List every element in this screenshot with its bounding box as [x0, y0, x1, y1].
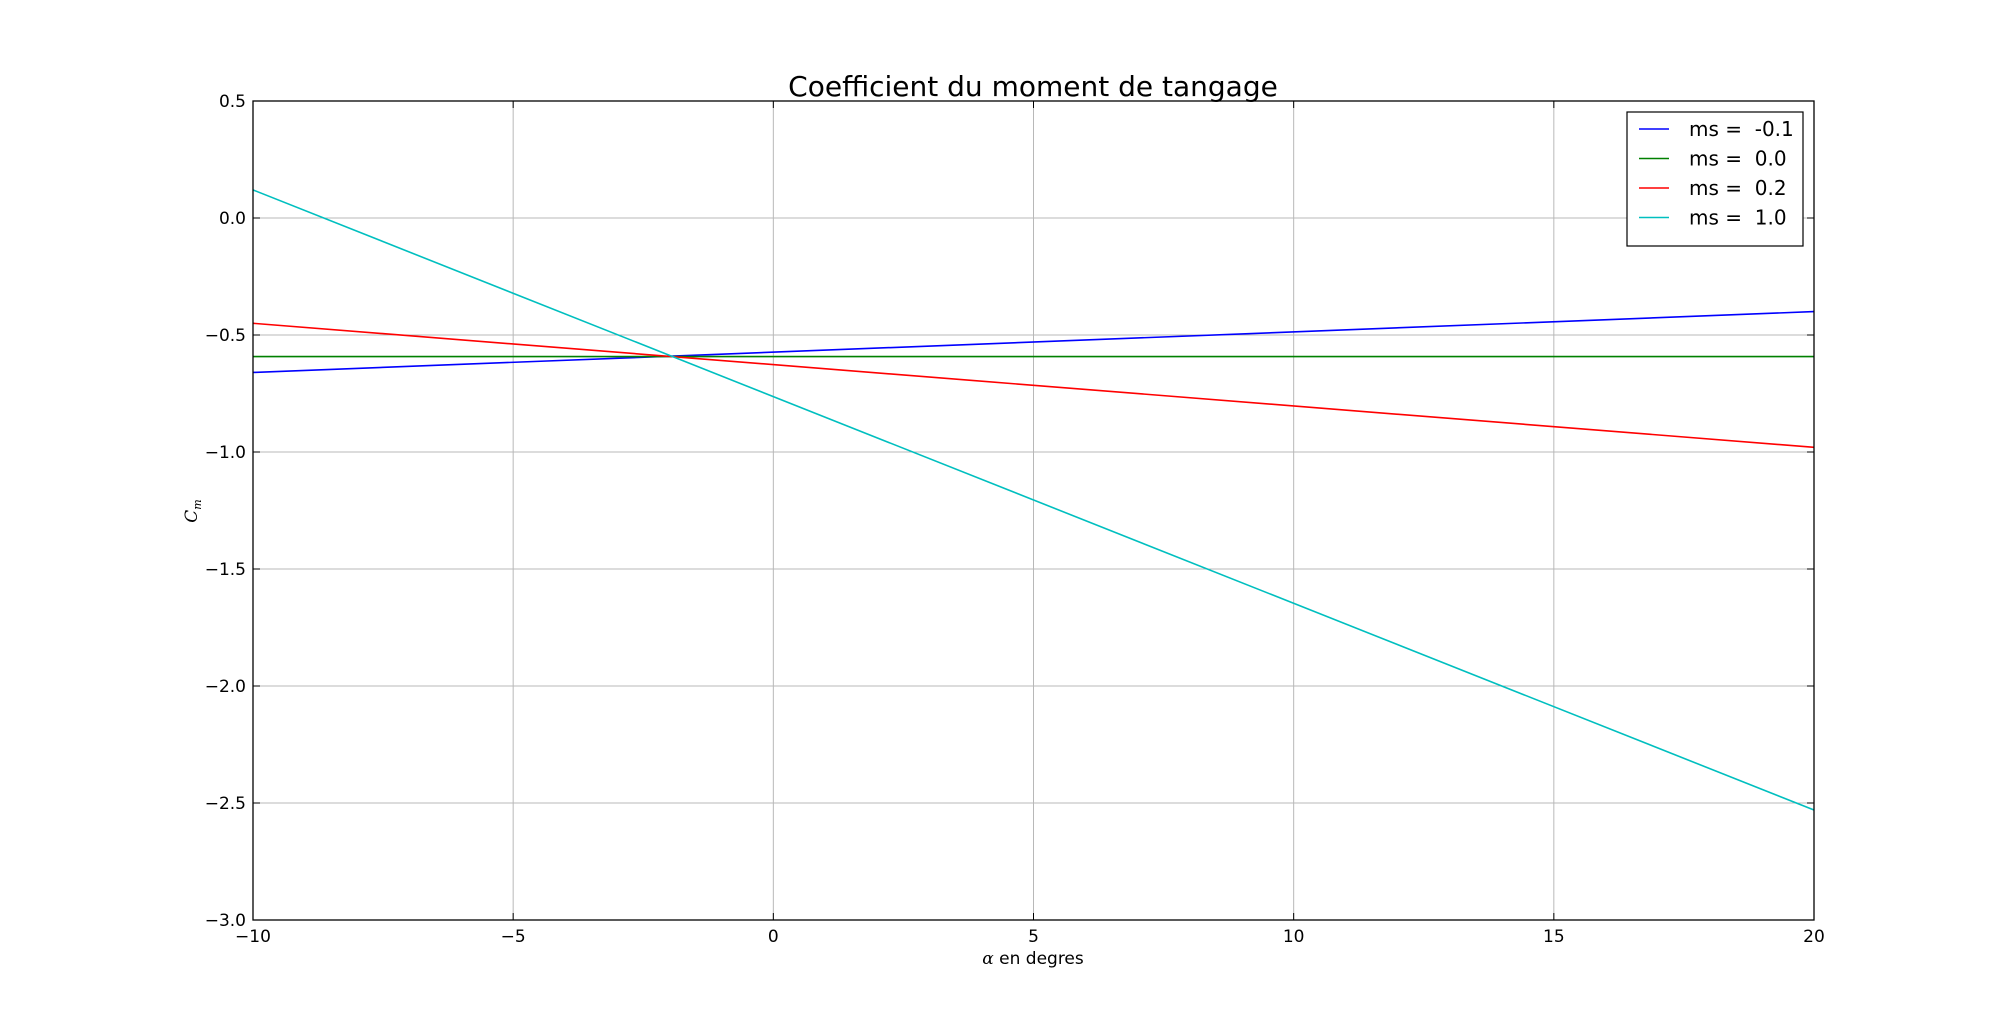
series-line [252, 189, 1815, 811]
y-tick-label: −1.5 [205, 560, 246, 580]
legend-label: ms = 0.0 [1689, 147, 1787, 171]
legend-box [1626, 111, 1804, 247]
y-axis-label-subscript: m [191, 499, 204, 509]
y-tick-label: 0.0 [219, 209, 246, 229]
y-tick-label: −2.5 [205, 794, 246, 814]
axis-ticks: −10 −5 0 5 10 15 20 0.5 0.0 −0.5 −1.0 −1.5 −2.0 −2.5 −… [205, 92, 1825, 947]
series-line [252, 310, 1815, 374]
x-tick-label: 10 [1283, 927, 1305, 947]
legend-label: ms = -0.1 [1689, 117, 1794, 141]
y-tick-label: −0.5 [205, 326, 246, 346]
series-lines [252, 189, 1815, 811]
x-tick-label: 5 [1028, 927, 1039, 947]
y-axis-label: Cm [182, 499, 204, 522]
legend-label: ms = 1.0 [1689, 206, 1787, 230]
y-tick-label: 0.5 [219, 92, 246, 112]
x-axis-label-text: en degres [994, 949, 1084, 969]
legend: ms = -0.1 ms = 0.0 ms = 0.2 ms = 1.0 [1626, 111, 1804, 247]
y-axis-label-symbol: C [182, 510, 202, 523]
x-axis-label-symbol: α [982, 949, 994, 969]
y-tick-label: −3.0 [205, 911, 246, 931]
x-tick-label: 15 [1543, 927, 1565, 947]
legend-label: ms = 0.2 [1689, 176, 1787, 200]
x-tick-label: −5 [501, 927, 526, 947]
series-line [252, 322, 1815, 449]
y-tick-label: −1.0 [205, 443, 246, 463]
x-axis-label: α en degres [982, 949, 1084, 969]
x-tick-label: 20 [1803, 927, 1825, 947]
chart-title: Coefficient du moment de tangage [788, 70, 1278, 103]
x-tick-label: 0 [768, 927, 779, 947]
y-tick-label: −2.0 [205, 677, 246, 697]
grid [252, 100, 1815, 921]
x-tick-label: −10 [235, 927, 271, 947]
